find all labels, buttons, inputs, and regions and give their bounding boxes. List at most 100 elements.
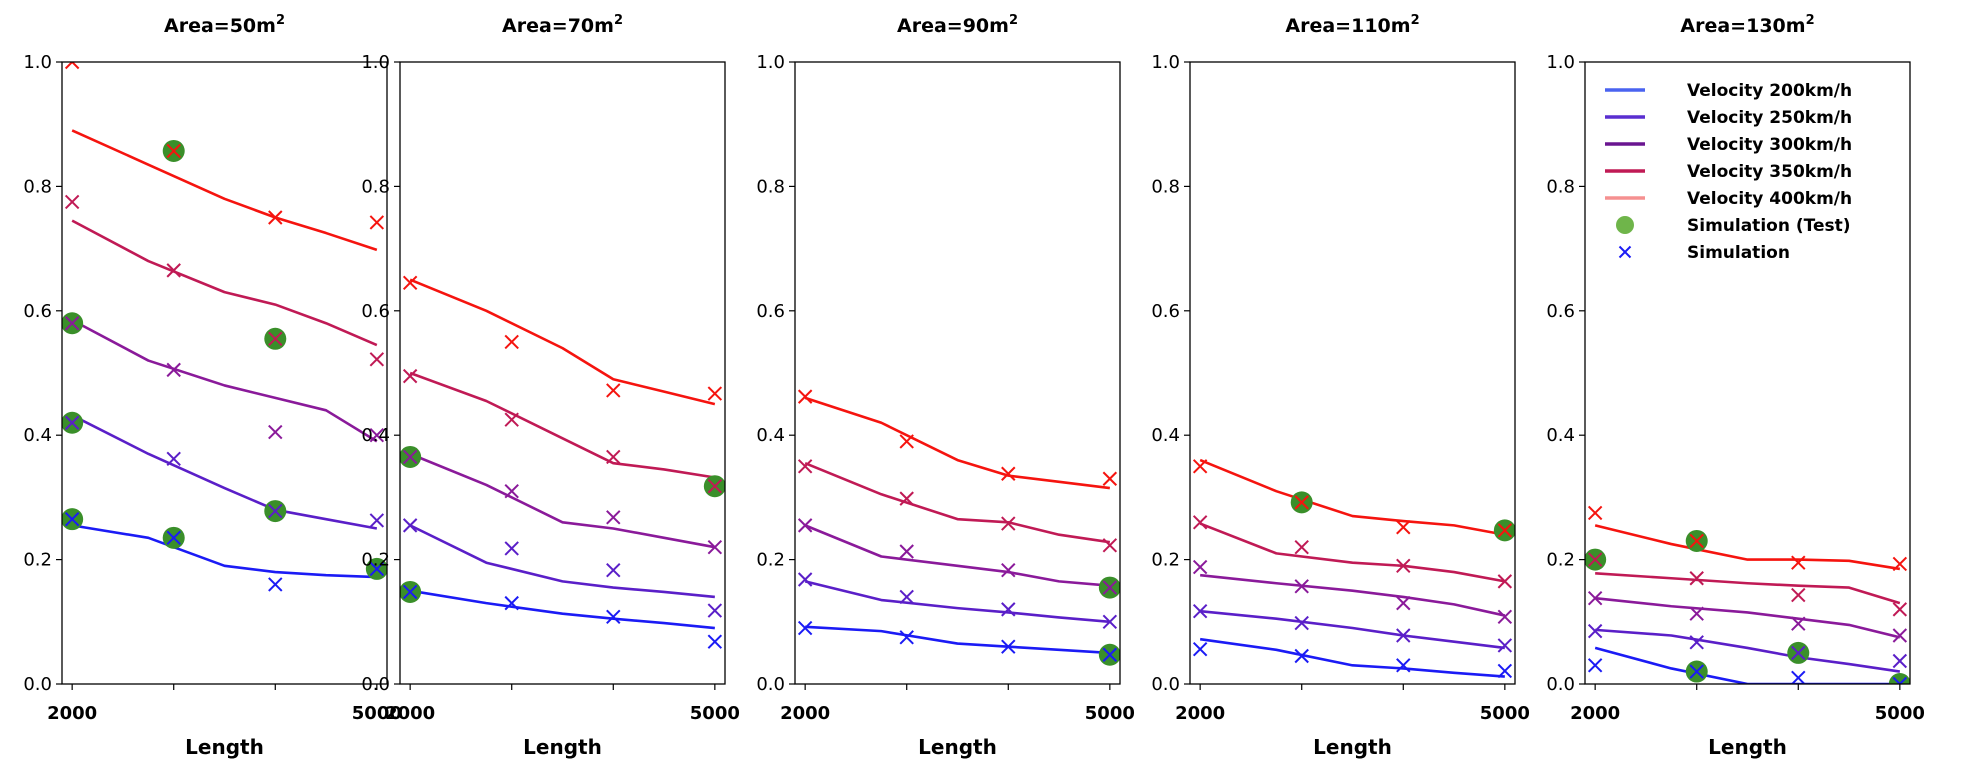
sim-marker-stroke	[707, 478, 723, 494]
sim-marker	[1892, 676, 1908, 684]
test-marker	[1888, 673, 1910, 684]
sim-marker	[606, 562, 621, 578]
sim-marker-stroke	[1192, 641, 1208, 657]
x-axis-label: Length	[1313, 735, 1392, 759]
sim-marker-stroke	[504, 412, 519, 427]
x-tick-label: 2000	[780, 703, 830, 724]
sim-marker	[1689, 533, 1704, 549]
sim-marker	[369, 427, 385, 443]
legend-label: Velocity 250km/h	[1687, 108, 1852, 128]
series-line	[1199, 458, 1506, 536]
y-tick-label: 0.0	[23, 674, 52, 695]
sim-marker	[1892, 628, 1908, 643]
series-line	[409, 278, 716, 406]
legend-label: Velocity 350km/h	[1687, 162, 1852, 182]
sim-marker	[1497, 663, 1513, 679]
panel-title-text: Area=110m	[1285, 15, 1410, 37]
y-tick-label: 1.0	[1546, 52, 1575, 73]
series-line	[71, 318, 378, 443]
legend-swatch-cross	[1618, 245, 1632, 259]
sim-marker	[797, 389, 813, 404]
sim-marker	[402, 518, 418, 533]
sim-marker	[1192, 559, 1208, 575]
sim-marker	[268, 424, 283, 440]
sim-marker-stroke	[1791, 616, 1806, 631]
sim-marker	[1192, 641, 1208, 657]
sim-marker-stroke	[268, 503, 283, 519]
sim-marker-stroke	[1892, 628, 1908, 643]
sim-marker-stroke	[1294, 579, 1309, 594]
sim-marker	[64, 316, 80, 331]
sim-marker	[1396, 520, 1411, 535]
legend: Velocity 200km/h Velocity 250km/h Velocity…	[1605, 81, 1852, 263]
sim-marker	[64, 511, 80, 527]
panel-title: Area=50m2	[164, 13, 285, 37]
sim-marker	[1294, 579, 1309, 594]
plot-frame	[794, 61, 1121, 685]
y-tick-label: 1.0	[23, 52, 52, 73]
sim-marker-stroke	[899, 589, 914, 605]
y-tick-label: 0.0	[1546, 674, 1575, 695]
series-line	[71, 524, 377, 579]
y-tick-label: 0.6	[361, 301, 390, 322]
x-axis-label: Length	[918, 735, 997, 759]
sim-marker-stroke	[64, 415, 80, 430]
sim-marker	[1689, 635, 1704, 650]
sim-marker-stroke	[1497, 574, 1513, 589]
sim-marker	[1497, 574, 1513, 589]
x-tick-label: 5000	[352, 703, 402, 724]
sim-marker-stroke	[606, 449, 621, 465]
legend-label: Velocity 200km/h	[1687, 81, 1852, 101]
sim-marker-stroke	[166, 451, 181, 467]
series-line	[71, 414, 378, 530]
y-tick-label: 0.8	[361, 176, 390, 197]
sim-marker-stroke	[899, 491, 914, 506]
series-line	[1594, 524, 1901, 571]
sim-marker-stroke	[64, 316, 80, 331]
sim-marker	[504, 412, 519, 427]
sim-marker-stroke	[1192, 559, 1208, 575]
sim-marker-stroke	[606, 383, 621, 398]
sim-marker	[1892, 653, 1908, 669]
y-tick-label: 0.8	[23, 176, 52, 197]
sim-marker-stroke	[402, 368, 418, 384]
legend-item: Velocity 200km/h	[1605, 81, 1852, 101]
sim-marker	[1192, 604, 1208, 619]
sim-marker-stroke	[797, 572, 813, 587]
sim-marker	[1102, 538, 1118, 553]
sim-marker	[1791, 555, 1806, 570]
y-tick-label: 0.8	[756, 176, 785, 197]
panel-title-superscript: 2	[614, 13, 623, 28]
panel-title-text: Area=90m	[897, 15, 1009, 37]
sim-marker-stroke	[1689, 571, 1704, 586]
sim-marker	[504, 334, 519, 350]
sim-marker-stroke	[1294, 539, 1309, 555]
sim-marker-stroke	[899, 630, 914, 645]
panel-title: Area=130m2	[1680, 13, 1814, 37]
sim-marker-stroke	[1587, 590, 1603, 606]
y-tick-label: 0.6	[1546, 301, 1575, 322]
y-tick-label: 1.0	[361, 52, 390, 73]
series-line	[1199, 637, 1505, 678]
sim-marker	[64, 62, 80, 70]
sim-marker-stroke	[1192, 604, 1208, 619]
sim-marker-stroke	[369, 215, 385, 230]
series-line	[71, 219, 378, 347]
panel-title-superscript: 2	[1806, 13, 1815, 28]
sim-marker-stroke	[1791, 645, 1806, 661]
sim-marker-stroke	[1192, 515, 1208, 530]
series-line	[71, 129, 378, 252]
sim-marker-stroke	[1102, 647, 1118, 662]
sim-marker	[166, 530, 181, 546]
panel-1: Area=50m2 0.0 0.2 0.4 0.6 0.8 1.0 2000 5000 Lengt…	[23, 13, 402, 759]
series-line	[1595, 571, 1901, 605]
sim-marker-stroke	[1689, 664, 1704, 679]
series-line	[804, 461, 1111, 544]
sim-marker-stroke	[1587, 552, 1603, 567]
sim-marker	[707, 603, 723, 618]
sim-marker-stroke	[606, 609, 621, 625]
sim-marker-stroke	[707, 603, 723, 618]
y-tick-label: 1.0	[1151, 52, 1180, 73]
plot-frame	[1189, 61, 1516, 685]
y-tick-label: 0.2	[756, 550, 785, 571]
